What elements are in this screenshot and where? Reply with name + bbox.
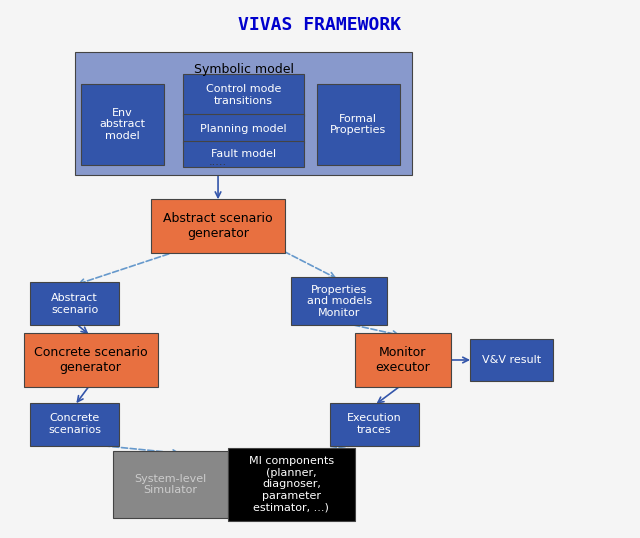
Text: .....: ..... [209,157,227,167]
Text: Abstract
scenario: Abstract scenario [51,293,99,315]
Text: VIVAS FRAMEWORK: VIVAS FRAMEWORK [239,17,401,34]
FancyBboxPatch shape [183,74,304,116]
FancyBboxPatch shape [113,451,228,518]
FancyBboxPatch shape [183,140,304,167]
FancyBboxPatch shape [183,114,304,143]
Text: Properties
and models
Monitor: Properties and models Monitor [307,285,372,318]
FancyBboxPatch shape [30,282,119,325]
Text: Monitor
executor: Monitor executor [376,346,430,374]
Text: Concrete scenario
generator: Concrete scenario generator [34,346,147,374]
FancyBboxPatch shape [228,448,355,521]
Text: Fault model: Fault model [211,149,276,159]
FancyBboxPatch shape [151,200,285,253]
FancyBboxPatch shape [355,333,451,387]
FancyBboxPatch shape [75,52,412,175]
Text: Abstract scenario
generator: Abstract scenario generator [163,212,273,240]
Text: Concrete
scenarios: Concrete scenarios [48,413,101,435]
FancyBboxPatch shape [330,403,419,445]
Text: Execution
traces: Execution traces [347,413,401,435]
FancyBboxPatch shape [317,84,399,165]
Text: Planning model: Planning model [200,124,287,133]
FancyBboxPatch shape [24,333,157,387]
Text: System-level
Simulator: System-level Simulator [134,473,206,495]
Text: MI components
(planner,
diagnoser,
parameter
estimator, ...): MI components (planner, diagnoser, param… [249,456,334,513]
Text: V&V result: V&V result [482,355,541,365]
Text: Symbolic model: Symbolic model [193,63,294,76]
Text: Formal
Properties: Formal Properties [330,114,387,135]
Text: Control mode
transitions: Control mode transitions [206,84,281,106]
Text: Env
abstract
model: Env abstract model [99,108,145,141]
FancyBboxPatch shape [81,84,164,165]
FancyBboxPatch shape [30,403,119,445]
FancyBboxPatch shape [470,338,552,381]
FancyBboxPatch shape [291,277,387,325]
